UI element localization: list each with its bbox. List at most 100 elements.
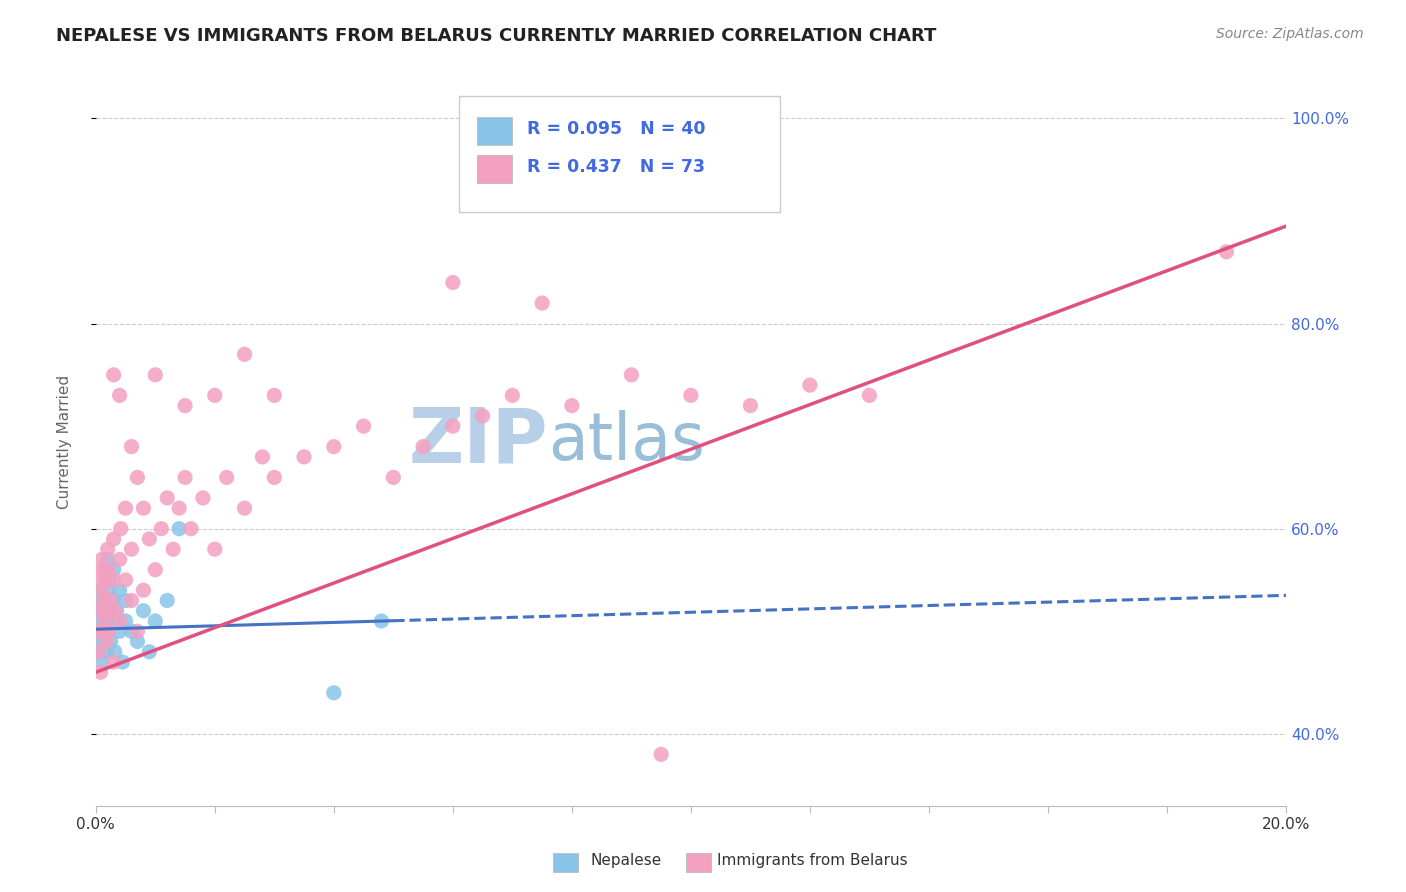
Point	[174, 470, 197, 484]
Point	[87, 624, 110, 639]
Point	[292, 450, 315, 464]
Point	[132, 501, 155, 516]
Point	[121, 440, 143, 454]
Point	[322, 686, 344, 700]
Point	[108, 583, 131, 598]
Point	[114, 614, 136, 628]
Point	[167, 501, 190, 516]
Point	[103, 563, 125, 577]
FancyBboxPatch shape	[477, 118, 512, 145]
Point	[91, 624, 114, 639]
Y-axis label: Currently Married: Currently Married	[58, 375, 72, 508]
Text: atlas: atlas	[548, 409, 704, 474]
Point	[94, 573, 117, 587]
Point	[97, 542, 120, 557]
Point	[412, 440, 434, 454]
Text: R = 0.095   N = 40: R = 0.095 N = 40	[527, 120, 706, 138]
Point	[233, 501, 256, 516]
Point	[114, 501, 136, 516]
Point	[561, 399, 583, 413]
Point	[100, 634, 122, 648]
Point	[150, 522, 173, 536]
Point	[501, 388, 523, 402]
Point	[679, 388, 702, 402]
Point	[90, 583, 112, 598]
Point	[90, 593, 112, 607]
Text: Source: ZipAtlas.com: Source: ZipAtlas.com	[1216, 27, 1364, 41]
Point	[90, 614, 112, 628]
Point	[96, 645, 118, 659]
Point	[143, 614, 166, 628]
Point	[138, 645, 160, 659]
Point	[471, 409, 494, 423]
Point	[233, 347, 256, 361]
Point	[650, 747, 672, 762]
Point	[382, 470, 405, 484]
Point	[104, 645, 127, 659]
Point	[108, 614, 131, 628]
Point	[132, 583, 155, 598]
Point	[103, 573, 125, 587]
Point	[89, 604, 111, 618]
Text: R = 0.437   N = 73: R = 0.437 N = 73	[527, 158, 704, 176]
Point	[162, 542, 184, 557]
Point	[86, 624, 108, 639]
Point	[127, 470, 149, 484]
Point	[89, 573, 111, 587]
Point	[263, 470, 285, 484]
Point	[98, 573, 121, 587]
Point	[108, 552, 131, 566]
Point	[105, 604, 128, 618]
Point	[108, 624, 131, 639]
Point	[441, 419, 464, 434]
Point	[156, 491, 179, 505]
Point	[97, 552, 120, 566]
Point	[156, 593, 179, 607]
Point	[167, 522, 190, 536]
Point	[114, 573, 136, 587]
Point	[111, 655, 134, 669]
Point	[90, 563, 112, 577]
Point	[103, 655, 125, 669]
Point	[180, 522, 202, 536]
Point	[87, 645, 110, 659]
Point	[174, 399, 197, 413]
Point	[94, 614, 117, 628]
Point	[93, 604, 115, 618]
Point	[263, 388, 285, 402]
Point	[93, 634, 115, 648]
Point	[97, 624, 120, 639]
Point	[103, 368, 125, 382]
Point	[90, 655, 112, 669]
Point	[191, 491, 214, 505]
Point	[127, 634, 149, 648]
Point	[740, 399, 762, 413]
Point	[121, 593, 143, 607]
Point	[96, 634, 118, 648]
Text: Nepalese: Nepalese	[591, 853, 662, 868]
Point	[93, 614, 115, 628]
Point	[91, 624, 114, 639]
Point	[858, 388, 880, 402]
Point	[97, 604, 120, 618]
Point	[121, 542, 143, 557]
Point	[799, 378, 821, 392]
Point	[90, 583, 112, 598]
Point	[531, 296, 554, 310]
Point	[93, 593, 115, 607]
Point	[87, 604, 110, 618]
Point	[322, 440, 344, 454]
Point	[89, 634, 111, 648]
FancyBboxPatch shape	[477, 155, 512, 183]
Point	[90, 665, 112, 680]
Point	[441, 276, 464, 290]
Point	[204, 388, 226, 402]
Point	[97, 624, 120, 639]
Point	[108, 388, 131, 402]
FancyBboxPatch shape	[458, 95, 780, 212]
Point	[100, 593, 122, 607]
Point	[90, 552, 112, 566]
Text: NEPALESE VS IMMIGRANTS FROM BELARUS CURRENTLY MARRIED CORRELATION CHART: NEPALESE VS IMMIGRANTS FROM BELARUS CURR…	[56, 27, 936, 45]
Point	[103, 614, 125, 628]
Point	[127, 624, 149, 639]
